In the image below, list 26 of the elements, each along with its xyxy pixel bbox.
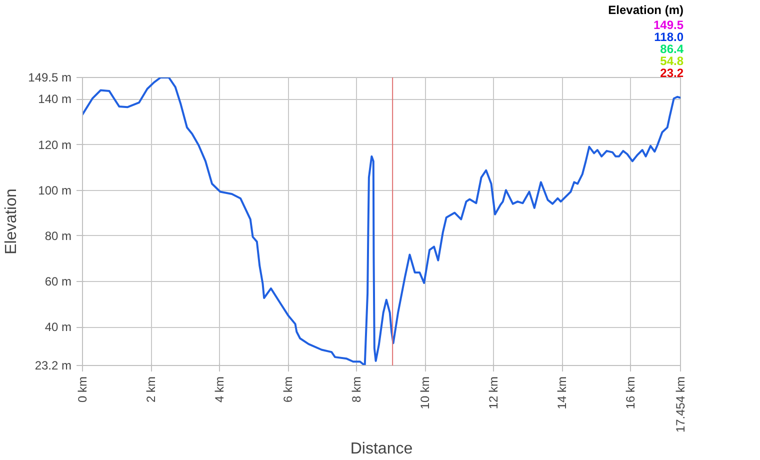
x-tick-label: 8 km: [350, 376, 364, 403]
x-axis-title: Distance: [350, 440, 413, 458]
y-tick-label: 120 m: [38, 138, 72, 152]
text: 86.4: [660, 42, 684, 56]
text: 149.5: [653, 18, 684, 32]
x-tick-label: 0 km: [76, 376, 90, 403]
y-tick-label: 149.5 m: [28, 70, 72, 84]
text: 54.8: [660, 54, 684, 68]
y-tick-label: 40 m: [44, 320, 72, 334]
y-tick-label: 23.2 m: [34, 358, 72, 372]
legend-title: Elevation (m): [608, 3, 684, 17]
y-axis-title: Elevation: [3, 188, 20, 254]
x-tick-label: 4 km: [212, 376, 227, 403]
x-tick-label: 10 km: [418, 376, 432, 410]
y-tick-label: 80 m: [44, 228, 72, 243]
x-tick-label: 17.454 km: [674, 376, 688, 433]
x-tick-label: 2 km: [144, 376, 158, 403]
x-tick-label: 6 km: [281, 376, 296, 403]
x-tick-label: 14 km: [555, 376, 570, 410]
x-tick-label: 12 km: [486, 376, 501, 410]
y-tick-label: 100 m: [38, 183, 72, 198]
text: 118.0: [654, 30, 684, 44]
y-tick-label: 140 m: [38, 92, 72, 106]
x-tick-label: 16 km: [624, 376, 638, 410]
y-tick-label: 60 m: [44, 274, 72, 289]
annotation: 23.2: [660, 66, 684, 80]
